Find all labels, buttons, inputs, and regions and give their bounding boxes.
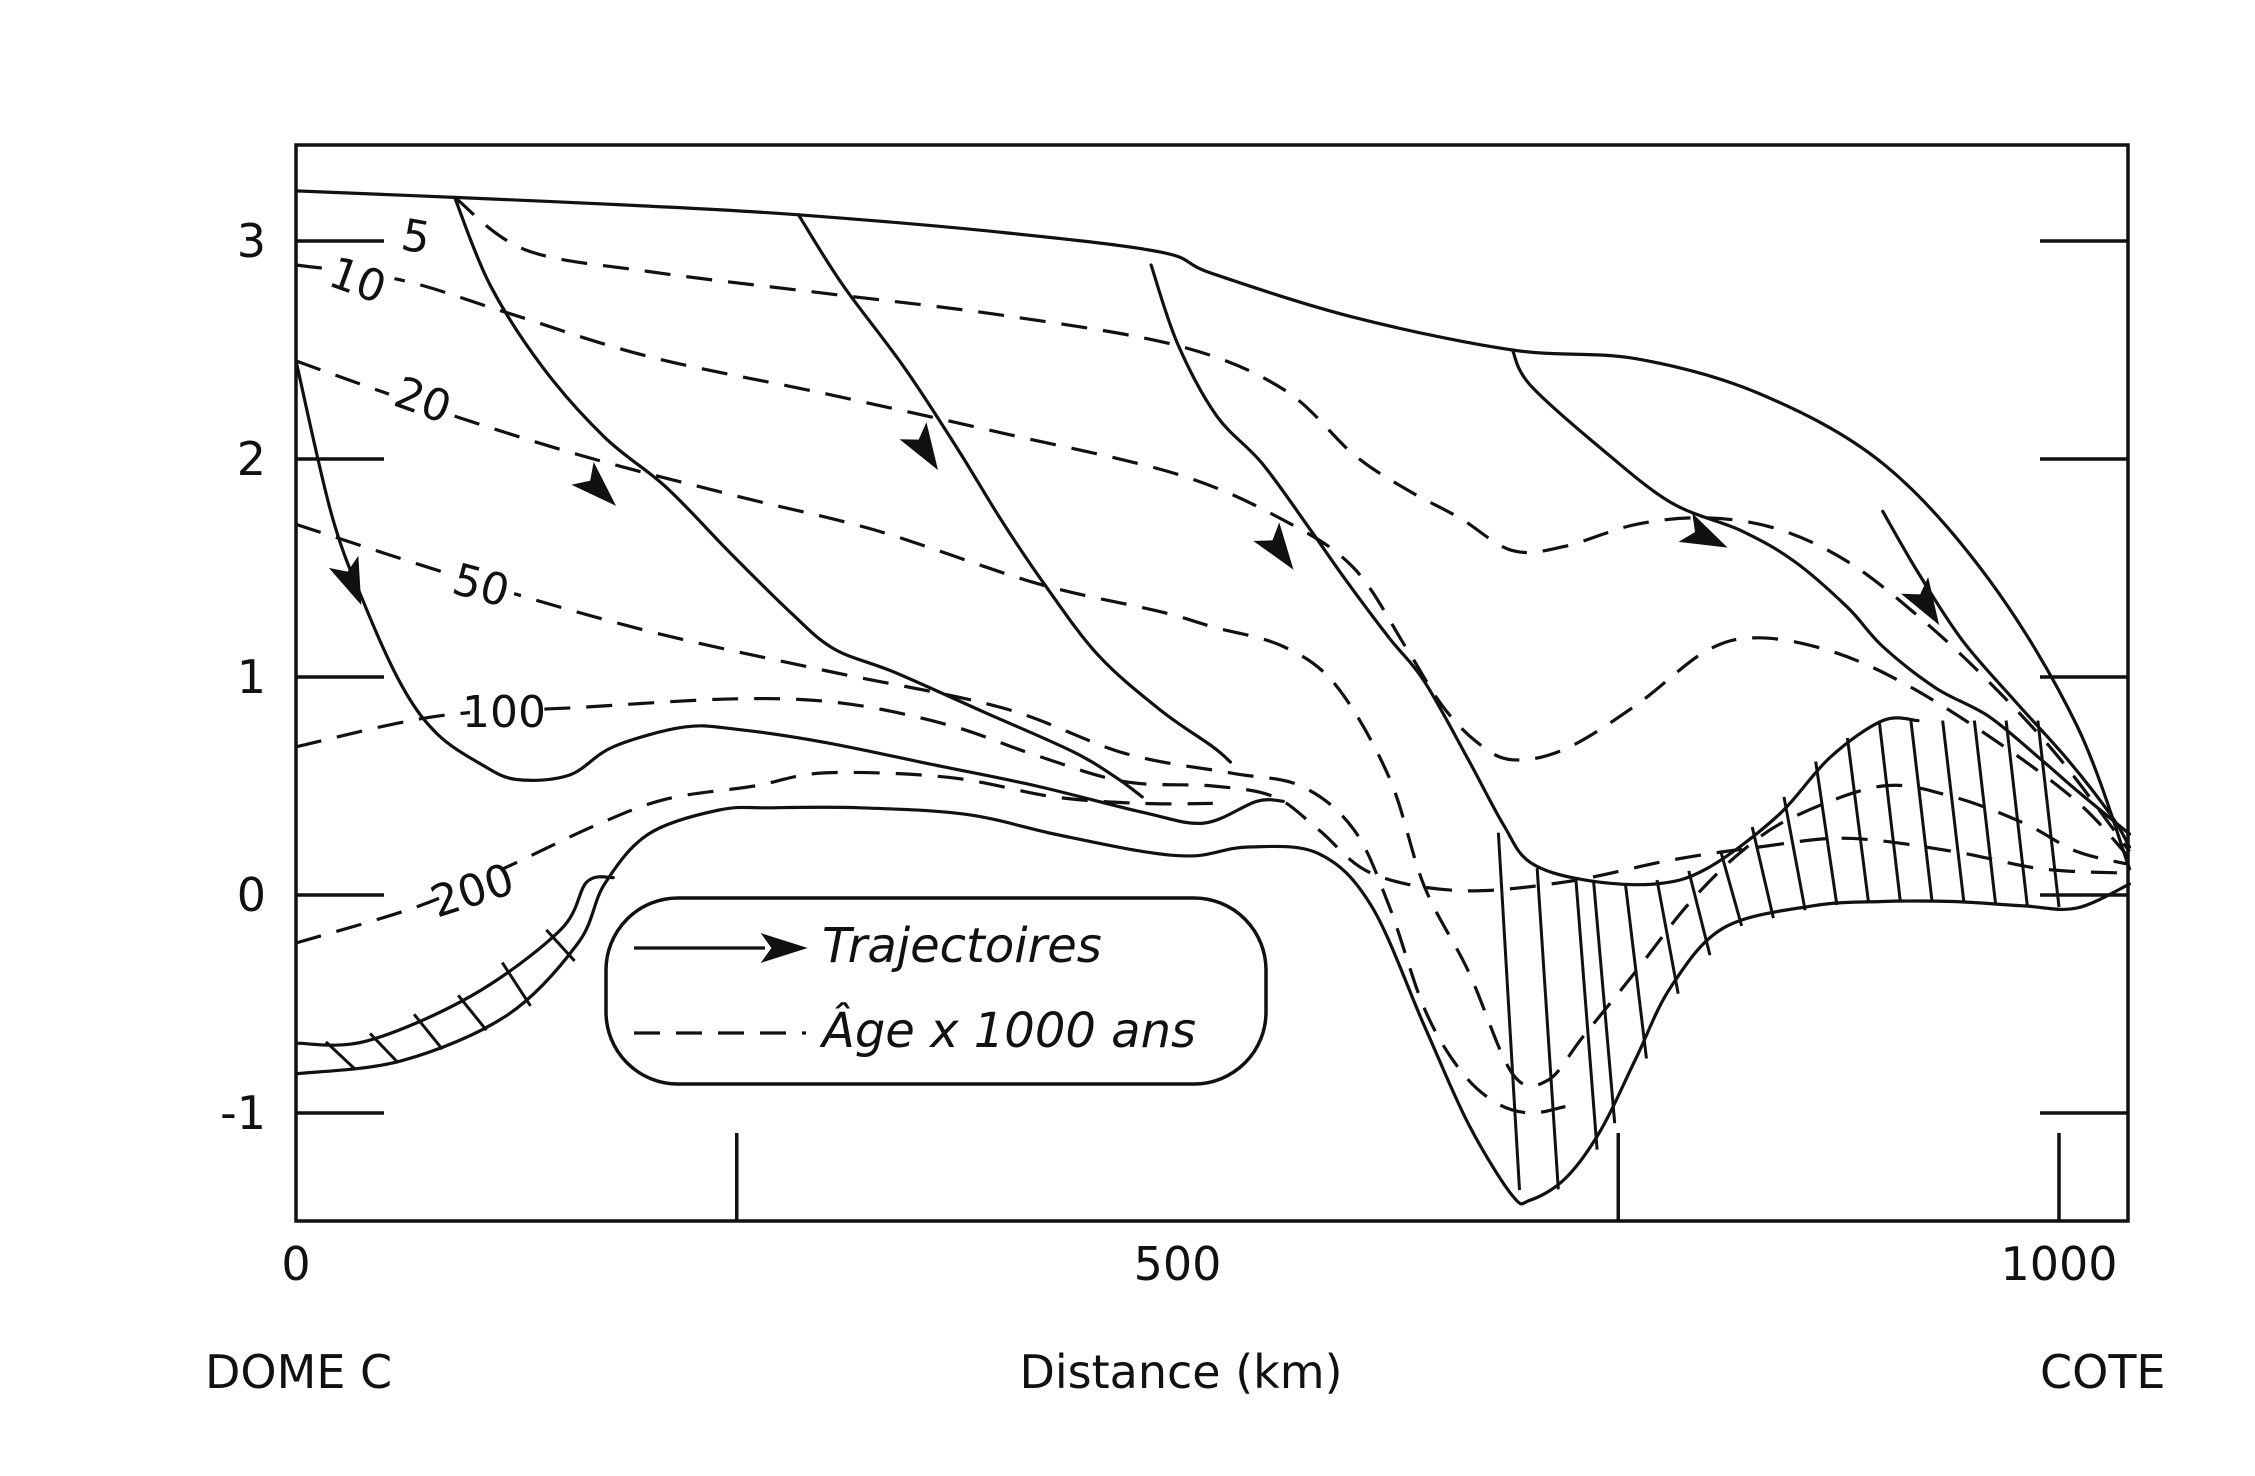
isochrone-label-mask [383,365,464,433]
trajectory-arrow-3 [899,422,939,471]
legend-entry-age: Âge x 1000 ans [819,1002,1196,1059]
trajectory-line-4 [1149,263,1920,887]
isochrone-line-5 [453,196,2131,853]
x-tick-label: 1000 [2000,1237,2117,1291]
basal-layer-line [294,875,615,1047]
hatch-mark [412,1013,444,1051]
trajectory-line-3 [796,213,1232,764]
isochrone-line-100 [295,696,2130,893]
hatch-mark [457,994,488,1032]
trajectory-arrow-2 [571,461,617,506]
trajectory-arrow-5 [1678,513,1728,548]
isochrone-label-mask [470,687,539,734]
hatch-mark [1845,737,1871,904]
hatch-mark [1655,879,1680,995]
isochrone-label-100: 100 [462,687,546,738]
isochrone-line-50 [295,522,1566,1115]
trajectory-line-1 [294,359,1285,825]
x-axis-label: Distance (km) [1019,1345,1342,1399]
legend: Trajectoires Âge x 1000 ans [604,896,1268,1086]
ice-surface-line [294,189,2132,871]
hatch-mark [368,1032,400,1064]
hatch-mark [1909,720,1934,902]
trajectory-line-2 [453,195,1144,799]
isochrone-label-mask [378,207,454,265]
location-right-label: COTE [2040,1345,2166,1399]
hatch-mark [1972,720,1998,904]
trajectory-arrows [328,422,1940,626]
y-tick-label: 0 [237,868,266,922]
trajectory-arrow-4 [1253,522,1294,570]
hatch-mark [1592,880,1617,1124]
x-tick-label: 500 [1134,1237,1222,1291]
trajectory-arrow-1 [328,555,362,606]
hatch-mark [1496,832,1522,1191]
legend-arrow-icon [760,933,808,963]
isochrone-label-mask [432,857,512,923]
hatch-mark [1941,720,1966,902]
axis-ticks [296,239,2128,1221]
isochrone-label-mask [442,553,521,616]
chart-lines [294,189,2132,1206]
hatch-mark [501,961,532,1007]
y-tick-label: 2 [237,432,266,486]
hatch-mark [545,928,576,962]
hatch-mark [1814,761,1839,906]
trajectory-line-6 [1881,509,2132,849]
hatch-mark [1719,850,1744,927]
isochrone-line-20 [295,359,2130,1088]
y-tick-label: -1 [220,1086,266,1140]
legend-entry-trajectoires: Trajectoires [822,918,1102,974]
hatch-mark [1687,870,1712,956]
isochrone-label-mask [318,246,398,313]
axis-tick-labels: 3 2 1 0 -1 0 500 1000 [220,214,2117,1291]
hatch-mark [1750,826,1775,919]
hatch-mark [1877,720,1902,902]
hatch-mark [1782,796,1807,911]
hatch-mark [1623,882,1648,1059]
hatch-mark [2004,720,2029,906]
y-tick-label: 1 [237,650,266,704]
bedrock-line [294,805,2132,1206]
location-left-label: DOME C [205,1345,392,1399]
x-tick-label: 0 [281,1237,310,1291]
plot-frame [294,143,2130,1223]
hatch-mark [2036,720,2061,908]
bedrock-hatching [324,720,2061,1191]
hatch-mark [1574,879,1599,1150]
y-tick-label: 3 [237,214,266,268]
trajectory-arrow-6 [1901,576,1940,626]
hatch-mark [1535,868,1560,1190]
isochrone-line-10 [295,263,2131,859]
hatch-mark [324,1040,356,1070]
